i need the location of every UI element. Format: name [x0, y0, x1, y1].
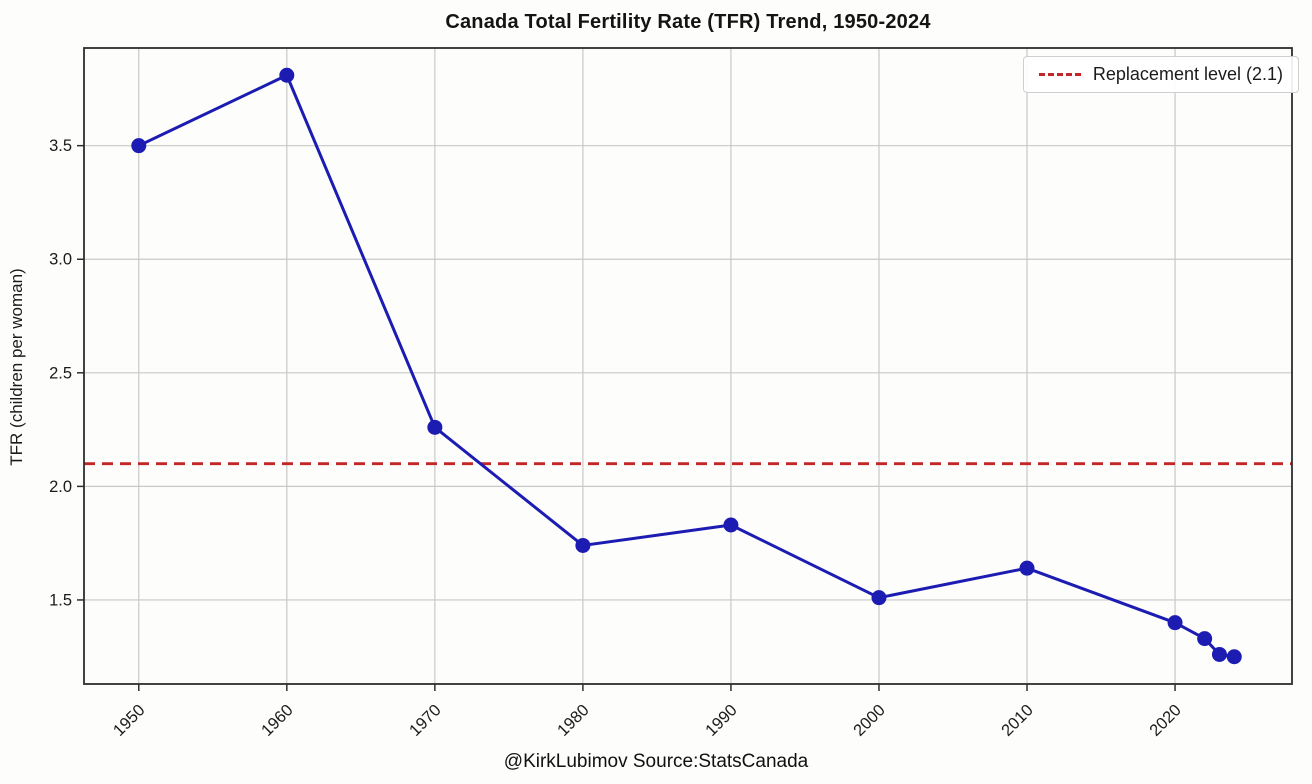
x-tick-label: 1990 [702, 701, 741, 740]
y-tick-label: 2.0 [49, 478, 72, 496]
tfr-trend-line [137, 73, 1236, 659]
y-axis-label: TFR (children per woman) [7, 268, 26, 466]
y-tick-label: 3.5 [49, 137, 72, 155]
y-tick-label: 2.5 [49, 364, 72, 382]
data-point-1970 [427, 419, 443, 435]
plot-frame [83, 47, 1293, 685]
x-tick-label: 1980 [554, 701, 593, 740]
data-point-1960 [279, 67, 295, 83]
data-point-2010 [1019, 560, 1035, 576]
source-credit: @KirkLubimov Source:StatsCanada [503, 751, 809, 772]
y-tick-label: 1.5 [49, 591, 72, 609]
x-tick-label: 2010 [998, 701, 1037, 740]
x-tick-label: 1960 [258, 701, 297, 740]
legend-label: Replacement level (2.1) [1092, 64, 1283, 84]
x-tick-label: 1970 [406, 701, 445, 740]
x-tick-label: 2020 [1146, 701, 1185, 740]
data-point-1990 [723, 517, 739, 533]
data-point-2024 [1226, 649, 1242, 665]
chart-title: Canada Total Fertility Rate (TFR) Trend,… [445, 11, 931, 33]
y-tick-label: 3.0 [49, 251, 72, 269]
data-point-2000 [871, 590, 887, 606]
legend: Replacement level (2.1) [1022, 56, 1299, 93]
data-point-1950 [131, 138, 147, 154]
replacement-line-dash-icon [1038, 73, 1081, 76]
data-point-2022 [1197, 631, 1213, 647]
x-tick-label: 1950 [110, 701, 149, 740]
x-tick-label: 2000 [850, 701, 889, 740]
data-point-1980 [575, 537, 591, 553]
data-point-2020 [1167, 615, 1183, 631]
data-point-2023 [1211, 646, 1227, 662]
